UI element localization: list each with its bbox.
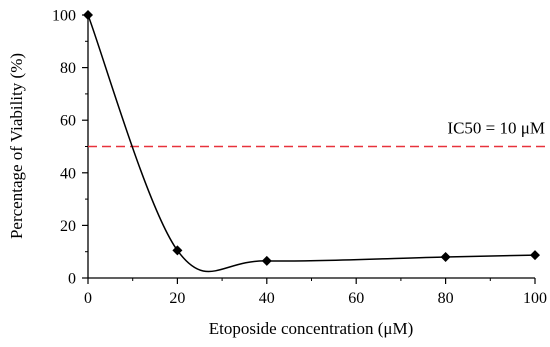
x-tick-label: 100 bbox=[523, 290, 547, 307]
ic50-annotation: IC50 = 10 μM bbox=[447, 119, 545, 138]
y-ticks: 0 20 40 60 80 100 bbox=[52, 8, 88, 288]
y-tick-label: 100 bbox=[52, 8, 76, 25]
y-tick-label: 20 bbox=[60, 218, 76, 235]
x-tick-label: 0 bbox=[84, 290, 92, 307]
x-axis-title: Etoposide concentration (μM) bbox=[209, 319, 414, 338]
y-tick-label: 40 bbox=[60, 165, 76, 182]
data-point-diamond bbox=[83, 10, 93, 20]
data-point-diamond bbox=[172, 245, 183, 256]
x-tick-label: 20 bbox=[169, 290, 185, 307]
data-point-diamond bbox=[261, 255, 272, 266]
x-tick-label: 80 bbox=[438, 290, 454, 307]
y-tick-label: 60 bbox=[60, 113, 76, 130]
x-tick-label: 60 bbox=[348, 290, 364, 307]
reference-lines: IC50 = 10 μM bbox=[88, 119, 548, 148]
series-layer bbox=[83, 10, 540, 273]
data-point-diamond bbox=[440, 251, 451, 262]
y-tick-label: 80 bbox=[60, 60, 76, 77]
x-tick-label: 40 bbox=[259, 290, 275, 307]
y-tick-label: 0 bbox=[68, 271, 76, 288]
x-ticks: 0 20 40 60 80 100 bbox=[84, 278, 547, 307]
series-line bbox=[87, 14, 536, 273]
y-axis-title: Percentage of Viability (%) bbox=[7, 53, 26, 239]
data-point-diamond bbox=[530, 250, 540, 261]
